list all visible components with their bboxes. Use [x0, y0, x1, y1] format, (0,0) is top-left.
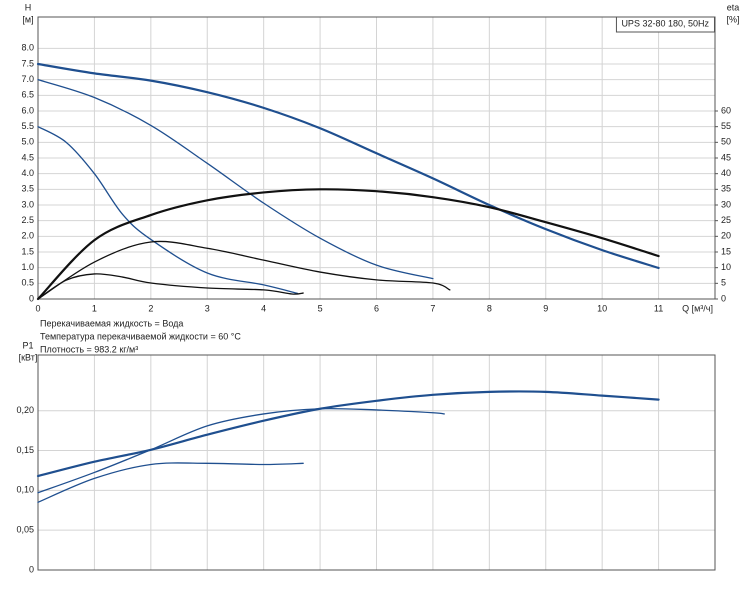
curve — [37, 273, 304, 300]
curve — [36, 62, 660, 270]
curve — [37, 240, 451, 300]
y2-axis-unit: [%] — [726, 14, 739, 24]
x-tick-label: 2 — [148, 303, 153, 313]
y-tick-label: 0,20 — [16, 405, 34, 415]
y-tick-label: 6.0 — [21, 105, 34, 115]
y-tick-label: 3.0 — [21, 199, 34, 209]
y-tick-label: 1.0 — [21, 262, 34, 272]
curve — [36, 390, 660, 478]
x-tick-label: 11 — [654, 303, 663, 313]
note: Температура перекачиваемой жидкости = 60… — [40, 331, 241, 341]
y2-tick-label: 55 — [721, 121, 731, 131]
title-box — [615, 16, 715, 33]
y2-axis-label: eta — [727, 2, 740, 12]
x-tick-label: 0 — [35, 303, 40, 313]
y-tick-label: 5.0 — [21, 137, 34, 147]
y-tick-label: 8.0 — [21, 43, 34, 53]
y-tick-label: 7.0 — [21, 74, 34, 84]
y-axis-unit: [кВт] — [19, 352, 38, 362]
curve — [36, 188, 660, 301]
y2-tick-label: 30 — [721, 199, 731, 209]
x-axis-label: Q [м³/ч] — [682, 303, 713, 313]
y-axis-label: H — [25, 2, 32, 12]
y-tick-label: 0 — [29, 293, 34, 303]
y-tick-label: 0,15 — [16, 445, 34, 455]
x-tick-label: 6 — [374, 303, 379, 313]
y2-tick-label: 35 — [721, 184, 731, 194]
y-tick-label: 2.0 — [21, 231, 34, 241]
y2-tick-label: 10 — [721, 262, 731, 272]
curve — [37, 462, 304, 503]
curve — [37, 407, 445, 494]
y2-tick-label: 15 — [721, 246, 731, 256]
y-tick-label: 0.5 — [21, 278, 34, 288]
y2-tick-label: 40 — [721, 168, 731, 178]
y-axis-label: P1 — [22, 340, 33, 350]
x-tick-label: 5 — [318, 303, 323, 313]
y-tick-label: 0 — [29, 564, 34, 574]
y2-tick-label: 25 — [721, 215, 731, 225]
note: Перекачиваемая жидкость = Вода — [40, 318, 183, 328]
y-tick-label: 4.0 — [21, 168, 34, 178]
curve — [37, 79, 434, 280]
y-axis-unit: [м] — [22, 14, 33, 24]
plot-frame — [37, 354, 716, 571]
x-tick-label: 4 — [261, 303, 266, 313]
y-tick-label: 1.5 — [21, 246, 34, 256]
y2-tick-label: 50 — [721, 137, 731, 147]
y2-tick-label: 0 — [721, 293, 726, 303]
plot-frame — [37, 16, 716, 300]
x-tick-label: 1 — [92, 303, 97, 313]
x-tick-label: 7 — [430, 303, 435, 313]
y-tick-label: 5.5 — [21, 121, 34, 131]
curve — [37, 126, 299, 295]
y-tick-label: 0,05 — [16, 525, 34, 535]
y-tick-label: 7.5 — [21, 58, 34, 68]
y-tick-label: 3.5 — [21, 184, 34, 194]
y-tick-label: 2.5 — [21, 215, 34, 225]
x-tick-label: 3 — [205, 303, 210, 313]
y2-tick-label: 20 — [721, 231, 731, 241]
x-tick-label: 10 — [597, 303, 607, 313]
chart-title: UPS 32-80 180, 50Hz — [621, 18, 709, 28]
note: Плотность = 983.2 кг/м³ — [40, 344, 138, 354]
x-tick-label: 9 — [543, 303, 548, 313]
y2-tick-label: 45 — [721, 152, 731, 162]
y2-tick-label: 60 — [721, 105, 731, 115]
y-tick-label: 0,10 — [16, 485, 34, 495]
y-tick-label: 6.5 — [21, 90, 34, 100]
y2-tick-label: 5 — [721, 278, 726, 288]
y-tick-label: 4.5 — [21, 152, 34, 162]
x-tick-label: 8 — [487, 303, 492, 313]
